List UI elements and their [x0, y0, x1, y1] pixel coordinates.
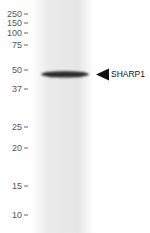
tick-label: 75 — [12, 40, 22, 50]
plot-area — [41, 71, 89, 77]
annotations: SHARP1 — [96, 68, 145, 80]
lane — [32, 0, 94, 233]
tick-label: 15 — [12, 181, 22, 191]
tick-mark — [24, 33, 28, 34]
tick-mark — [24, 70, 28, 71]
tick-label: 37 — [12, 84, 22, 94]
tick-label: 20 — [12, 143, 22, 153]
tick-mark — [24, 215, 28, 216]
tick-mark — [24, 23, 28, 24]
tick-mark — [24, 14, 28, 15]
tick-label: 50 — [12, 65, 22, 75]
tick-mark — [24, 186, 28, 187]
tick-label: 25 — [12, 122, 22, 132]
tick-label: 150 — [7, 18, 22, 28]
band-label: SHARP1 — [111, 69, 145, 79]
tick-mark — [24, 89, 28, 90]
blot-figure: 25015010075503725201510SHARP1 — [0, 0, 150, 233]
marker-axis: 25015010075503725201510 — [7, 9, 28, 220]
tick-label: 10 — [12, 210, 22, 220]
tick-mark — [24, 45, 28, 46]
tick-mark — [24, 127, 28, 128]
tick-label: 100 — [7, 28, 22, 38]
band — [41, 71, 89, 77]
tick-mark — [24, 148, 28, 149]
arrow — [96, 68, 109, 80]
